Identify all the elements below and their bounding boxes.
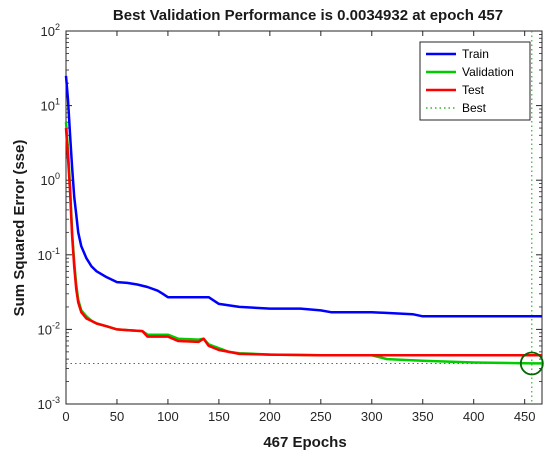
- x-tick-label: 150: [208, 409, 230, 424]
- x-axis-label: 467 Epochs: [263, 434, 346, 451]
- x-tick-label: 400: [463, 409, 485, 424]
- x-tick-label: 50: [110, 409, 124, 424]
- legend-label-best: Best: [462, 101, 487, 115]
- x-tick-label: 0: [62, 409, 69, 424]
- y-axis-label: Sum Squared Error (sse): [11, 140, 28, 317]
- x-tick-label: 300: [361, 409, 383, 424]
- series-test-line: [64, 128, 542, 357]
- x-tick-label: 350: [412, 409, 434, 424]
- x-tick-label: 100: [157, 409, 179, 424]
- y-tick-label: 101: [41, 97, 60, 114]
- legend-label-validation: Validation: [462, 65, 514, 79]
- series-train-line: [64, 75, 542, 318]
- y-tick-label: 100: [41, 171, 60, 188]
- best-point-marker: [519, 351, 544, 376]
- x-tick-label: 450: [514, 409, 536, 424]
- y-tick-label: 102: [41, 22, 60, 39]
- y-tick-label: 10-1: [38, 246, 60, 263]
- legend-label-train: Train: [462, 47, 489, 61]
- y-tick-label: 10-3: [38, 395, 60, 412]
- y-tick-label: 10-2: [38, 320, 60, 337]
- x-tick-label: 200: [259, 409, 281, 424]
- chart-title: Best Validation Performance is 0.0034932…: [113, 7, 503, 24]
- legend-label-test: Test: [462, 83, 485, 97]
- x-tick-label: 250: [310, 409, 332, 424]
